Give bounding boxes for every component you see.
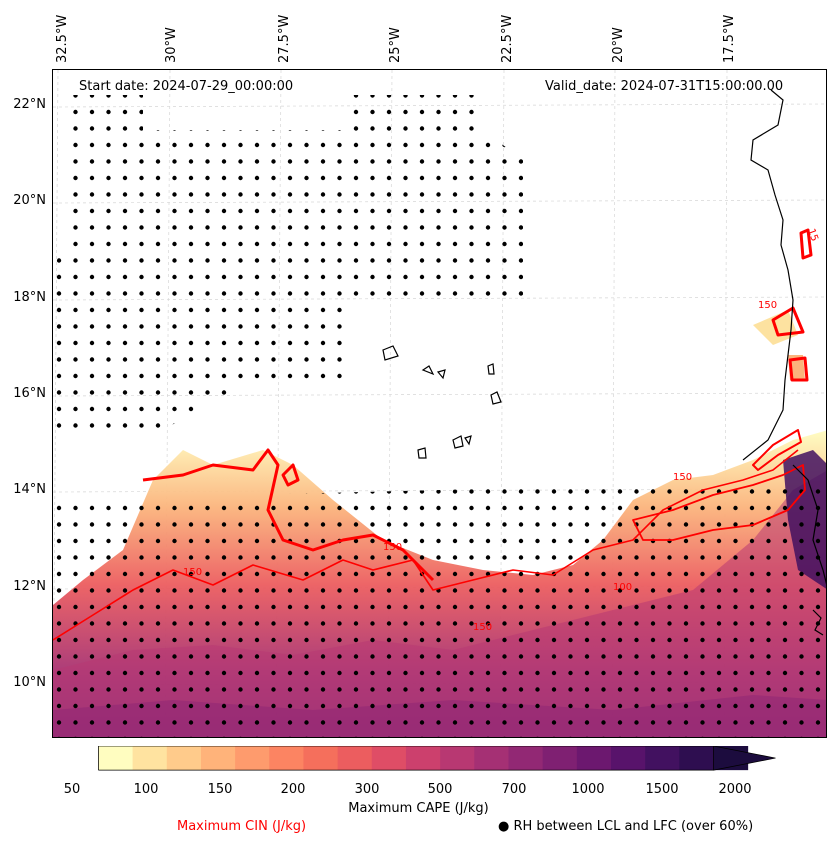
colorbar-tick: 200 (280, 782, 306, 797)
lon-label: 30°W (164, 27, 179, 63)
lon-label: 20°W (611, 27, 626, 63)
colorbar-tick: 50 (63, 782, 81, 797)
contour-label: 15 (805, 227, 820, 243)
legend-rh: ● RH between LCL and LFC (over 60%) (498, 819, 753, 834)
lon-label: 27.5°W (277, 14, 292, 63)
colorbar-swatch (337, 746, 373, 771)
contour-label: 150 (473, 622, 492, 633)
colorbar-swatch (440, 746, 475, 771)
colorbar-swatch (474, 746, 509, 771)
colorbar-swatch (371, 746, 407, 771)
valid-date: Valid_date: 2024-07-31T15:00:00.00 (545, 79, 784, 94)
lon-label: 17.5°W (722, 14, 737, 63)
colorbar-tick: 150 (207, 782, 233, 797)
lon-label: 22.5°W (500, 14, 515, 63)
start-date: Start date: 2024-07-29_00:00:00 (79, 79, 294, 94)
colorbar-swatch (576, 746, 612, 771)
colorbar-tick: 300 (354, 782, 380, 797)
cin-contours (53, 228, 813, 641)
colorbar-tick: 500 (427, 782, 453, 797)
lat-label: 12°N (13, 579, 46, 594)
colorbar-tick: 1500 (645, 782, 679, 797)
contour-label: 150 (183, 567, 202, 578)
colorbar-swatch (303, 746, 339, 771)
colorbar-swatch (132, 746, 168, 771)
colorbar-swatch (542, 746, 578, 771)
coastline (382, 89, 826, 636)
lat-label: 20°N (13, 193, 46, 208)
lon-label: 25°W (388, 27, 403, 63)
colorbar-swatch (611, 746, 646, 771)
colorbar-tick: 700 (501, 782, 527, 797)
lon-label: 32.5°W (55, 14, 70, 63)
contour-label: 150 (673, 472, 692, 483)
contour-label: 100 (613, 582, 632, 593)
lat-label: 10°N (13, 675, 46, 690)
colorbar-swatch (200, 746, 236, 771)
colorbar-extend-arrow (713, 746, 776, 771)
colorbar-tick: 2000 (718, 782, 752, 797)
colorbar-swatch (269, 746, 304, 771)
lat-label: 16°N (13, 386, 46, 401)
legend-rh-label: RH between LCL and LFC (over 60%) (513, 819, 754, 834)
lat-label: 18°N (13, 290, 46, 305)
colorbar-swatch (98, 746, 134, 771)
map-panel: 150 150 15 150 150 100 150 Start date: 2… (52, 69, 827, 738)
colorbar-swatch (679, 746, 714, 771)
map-canvas: 150 150 15 150 150 100 150 (53, 70, 826, 737)
colorbar-swatch (508, 746, 544, 771)
colorbar-swatch (405, 746, 441, 771)
contour-labels: 150 150 15 150 150 100 150 (183, 227, 820, 633)
colorbar-tick: 100 (133, 782, 159, 797)
contour-label: 150 (383, 542, 402, 553)
lat-label: 14°N (13, 482, 46, 497)
dot-icon: ● (498, 819, 510, 834)
colorbar-swatch (166, 746, 202, 771)
colorbar-tick: 1000 (571, 782, 605, 797)
colorbar-swatch (235, 746, 270, 771)
legend-cin: Maximum CIN (J/kg) (177, 819, 307, 834)
lat-label: 22°N (13, 97, 46, 112)
rh-dots (53, 95, 826, 737)
colorbar (98, 746, 776, 771)
contour-label: 150 (758, 300, 777, 311)
colorbar-swatch (645, 746, 680, 771)
colorbar-outline (98, 746, 714, 771)
colorbar-title: Maximum CAPE (J/kg) (348, 801, 489, 816)
